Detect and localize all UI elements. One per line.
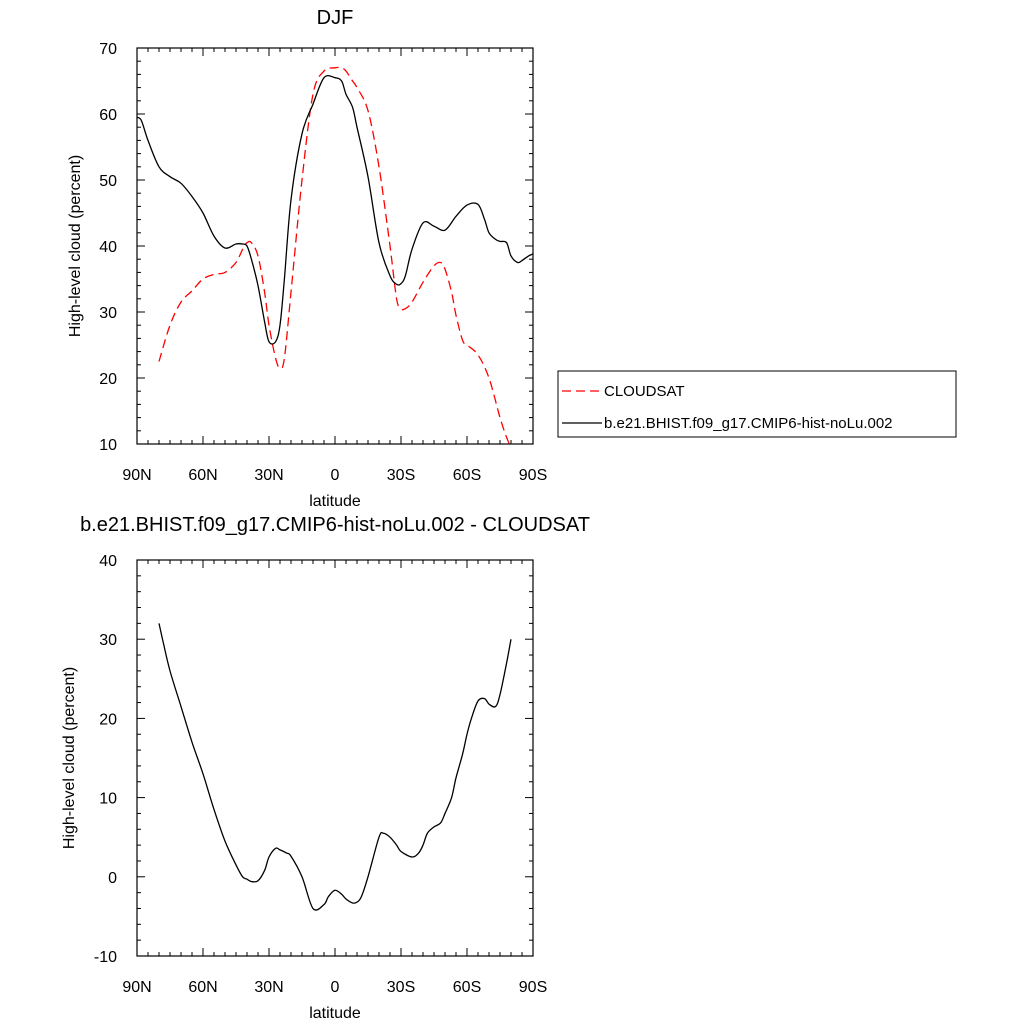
legend-label: CLOUDSAT: [604, 383, 685, 400]
x-tick-label: 30S: [387, 467, 415, 484]
x-tick-label: 60S: [453, 979, 481, 996]
chart-title: b.e21.BHIST.f09_g17.CMIP6-hist-noLu.002 …: [80, 514, 590, 536]
x-tick-label: 0: [331, 467, 340, 484]
y-tick-label: 10: [99, 437, 117, 454]
y-axis-label: High-level cloud (percent): [61, 667, 78, 849]
y-tick-label: 20: [99, 371, 117, 388]
series-line-0: [158, 66, 511, 444]
y-tick-label: 50: [99, 173, 117, 190]
plot-frame: [136, 559, 534, 957]
y-tick-label: 60: [99, 107, 117, 124]
y-tick-label: 30: [99, 632, 117, 649]
chart-title: DJF: [317, 7, 354, 29]
bottom-panel-difference: b.e21.BHIST.f09_g17.CMIP6-hist-noLu.002 …: [61, 514, 590, 1022]
y-tick-label: 10: [99, 791, 117, 808]
x-tick-label: 60N: [188, 979, 217, 996]
x-tick-label: 30S: [387, 979, 415, 996]
y-tick-label: 40: [99, 239, 117, 256]
series-line-0: [158, 623, 512, 911]
x-tick-label: 90S: [519, 979, 547, 996]
x-tick-label: 30N: [254, 979, 283, 996]
plot-frame: [136, 47, 534, 445]
y-tick-label: 20: [99, 711, 117, 728]
y-axis-label: High-level cloud (percent): [67, 155, 84, 337]
y-tick-label: 0: [108, 870, 117, 887]
y-tick-label: 40: [99, 553, 117, 570]
series-line-1: [137, 74, 533, 345]
x-tick-label: 90N: [122, 979, 151, 996]
x-tick-label: 30N: [254, 467, 283, 484]
x-tick-label: 90N: [122, 467, 151, 484]
legend-label: b.e21.BHIST.f09_g17.CMIP6-hist-noLu.002: [604, 415, 893, 432]
legend-box: [557, 370, 957, 438]
x-axis-label: latitude: [309, 1005, 361, 1022]
x-tick-label: 0: [331, 979, 340, 996]
x-axis-label: latitude: [309, 493, 361, 510]
x-tick-label: 90S: [519, 467, 547, 484]
legend: CLOUDSAT b.e21.BHIST.f09_g17.CMIP6-hist-n…: [557, 370, 957, 438]
y-tick-label: 70: [99, 41, 117, 58]
y-tick-label: 30: [99, 305, 117, 322]
top-panel-djf: DJF 90N 60N 30N 0 30S 60S 90S 10 20 30 40 50 60 70 lati…: [67, 7, 957, 510]
y-tick-label: -10: [94, 949, 117, 966]
x-tick-label: 60N: [188, 467, 217, 484]
x-tick-label: 60S: [453, 467, 481, 484]
